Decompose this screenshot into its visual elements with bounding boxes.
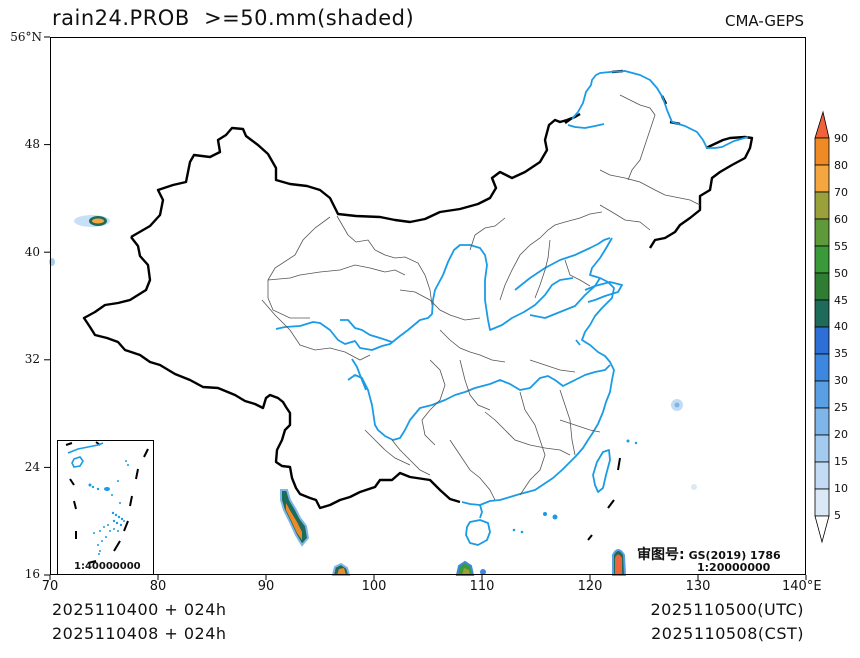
y-tick-32: 32 <box>24 352 40 366</box>
x-tick-130: 130 <box>685 579 711 594</box>
colorbar-label-60: 60 <box>834 213 848 226</box>
probability-shading <box>49 215 697 576</box>
map-review-note: 审图号: GS(2019) 1786 <box>637 544 781 564</box>
y-tick-40: 40 <box>24 245 40 259</box>
colorbar <box>814 110 830 544</box>
islands <box>512 439 638 534</box>
colorbar-label-50: 50 <box>834 267 848 280</box>
colorbar-label-30: 30 <box>834 374 848 387</box>
colorbar-label-40: 40 <box>834 320 848 333</box>
national-border <box>82 69 754 541</box>
x-tick-90: 90 <box>257 579 275 594</box>
south-china-sea-inset: 1:40000000 <box>57 440 154 575</box>
rivers-and-coast <box>275 70 749 546</box>
colorbar-label-10: 10 <box>834 482 848 495</box>
colorbar-label-35: 35 <box>834 347 848 360</box>
colorbar-label-5: 5 <box>834 509 841 522</box>
main-scale-label: 1:20000000 <box>697 561 771 574</box>
plot-frame <box>50 37 806 575</box>
inset-map <box>65 441 149 564</box>
colorbar-label-80: 80 <box>834 159 848 172</box>
colorbar-label-45: 45 <box>834 294 848 307</box>
y-tick-48: 48 <box>24 137 40 151</box>
chart-title: rain24.PROB >=50.mm(shaded) <box>52 6 415 30</box>
colorbar-label-70: 70 <box>834 186 848 199</box>
review-label: 审图号: <box>637 547 685 563</box>
colorbar-label-15: 15 <box>834 455 848 468</box>
model-source-label: CMA-GEPS <box>725 12 804 30</box>
x-tick-80: 80 <box>149 579 167 594</box>
inset-dashed-line <box>65 441 149 564</box>
x-tick-70: 70 <box>41 579 59 594</box>
x-tick-120: 120 <box>577 579 603 594</box>
y-tick-16: 16 <box>24 567 40 581</box>
y-tick-24: 24 <box>24 460 40 474</box>
colorbar-label-25: 25 <box>834 401 848 414</box>
review-number: GS(2019) 1786 <box>688 549 781 562</box>
colorbar-label-90: 90 <box>834 132 848 145</box>
axis-ticks <box>44 36 807 580</box>
y-tick-56: 56°N <box>10 30 42 44</box>
colorbar-label-55: 55 <box>834 240 848 253</box>
valid-time-cst: 2025110508(CST) <box>651 624 804 643</box>
inset-scale-label: 1:40000000 <box>74 561 141 572</box>
valid-time-utc: 2025110500(UTC) <box>650 600 804 619</box>
x-tick-100: 100 <box>361 579 387 594</box>
x-tick-110: 110 <box>469 579 495 594</box>
colorbar-label-20: 20 <box>834 428 848 441</box>
province-borders <box>261 94 701 501</box>
init-time-utc: 2025110400 + 024h <box>52 600 227 619</box>
x-tick-140: 140°E <box>782 579 822 594</box>
init-time-cst: 2025110408 + 024h <box>52 624 227 643</box>
